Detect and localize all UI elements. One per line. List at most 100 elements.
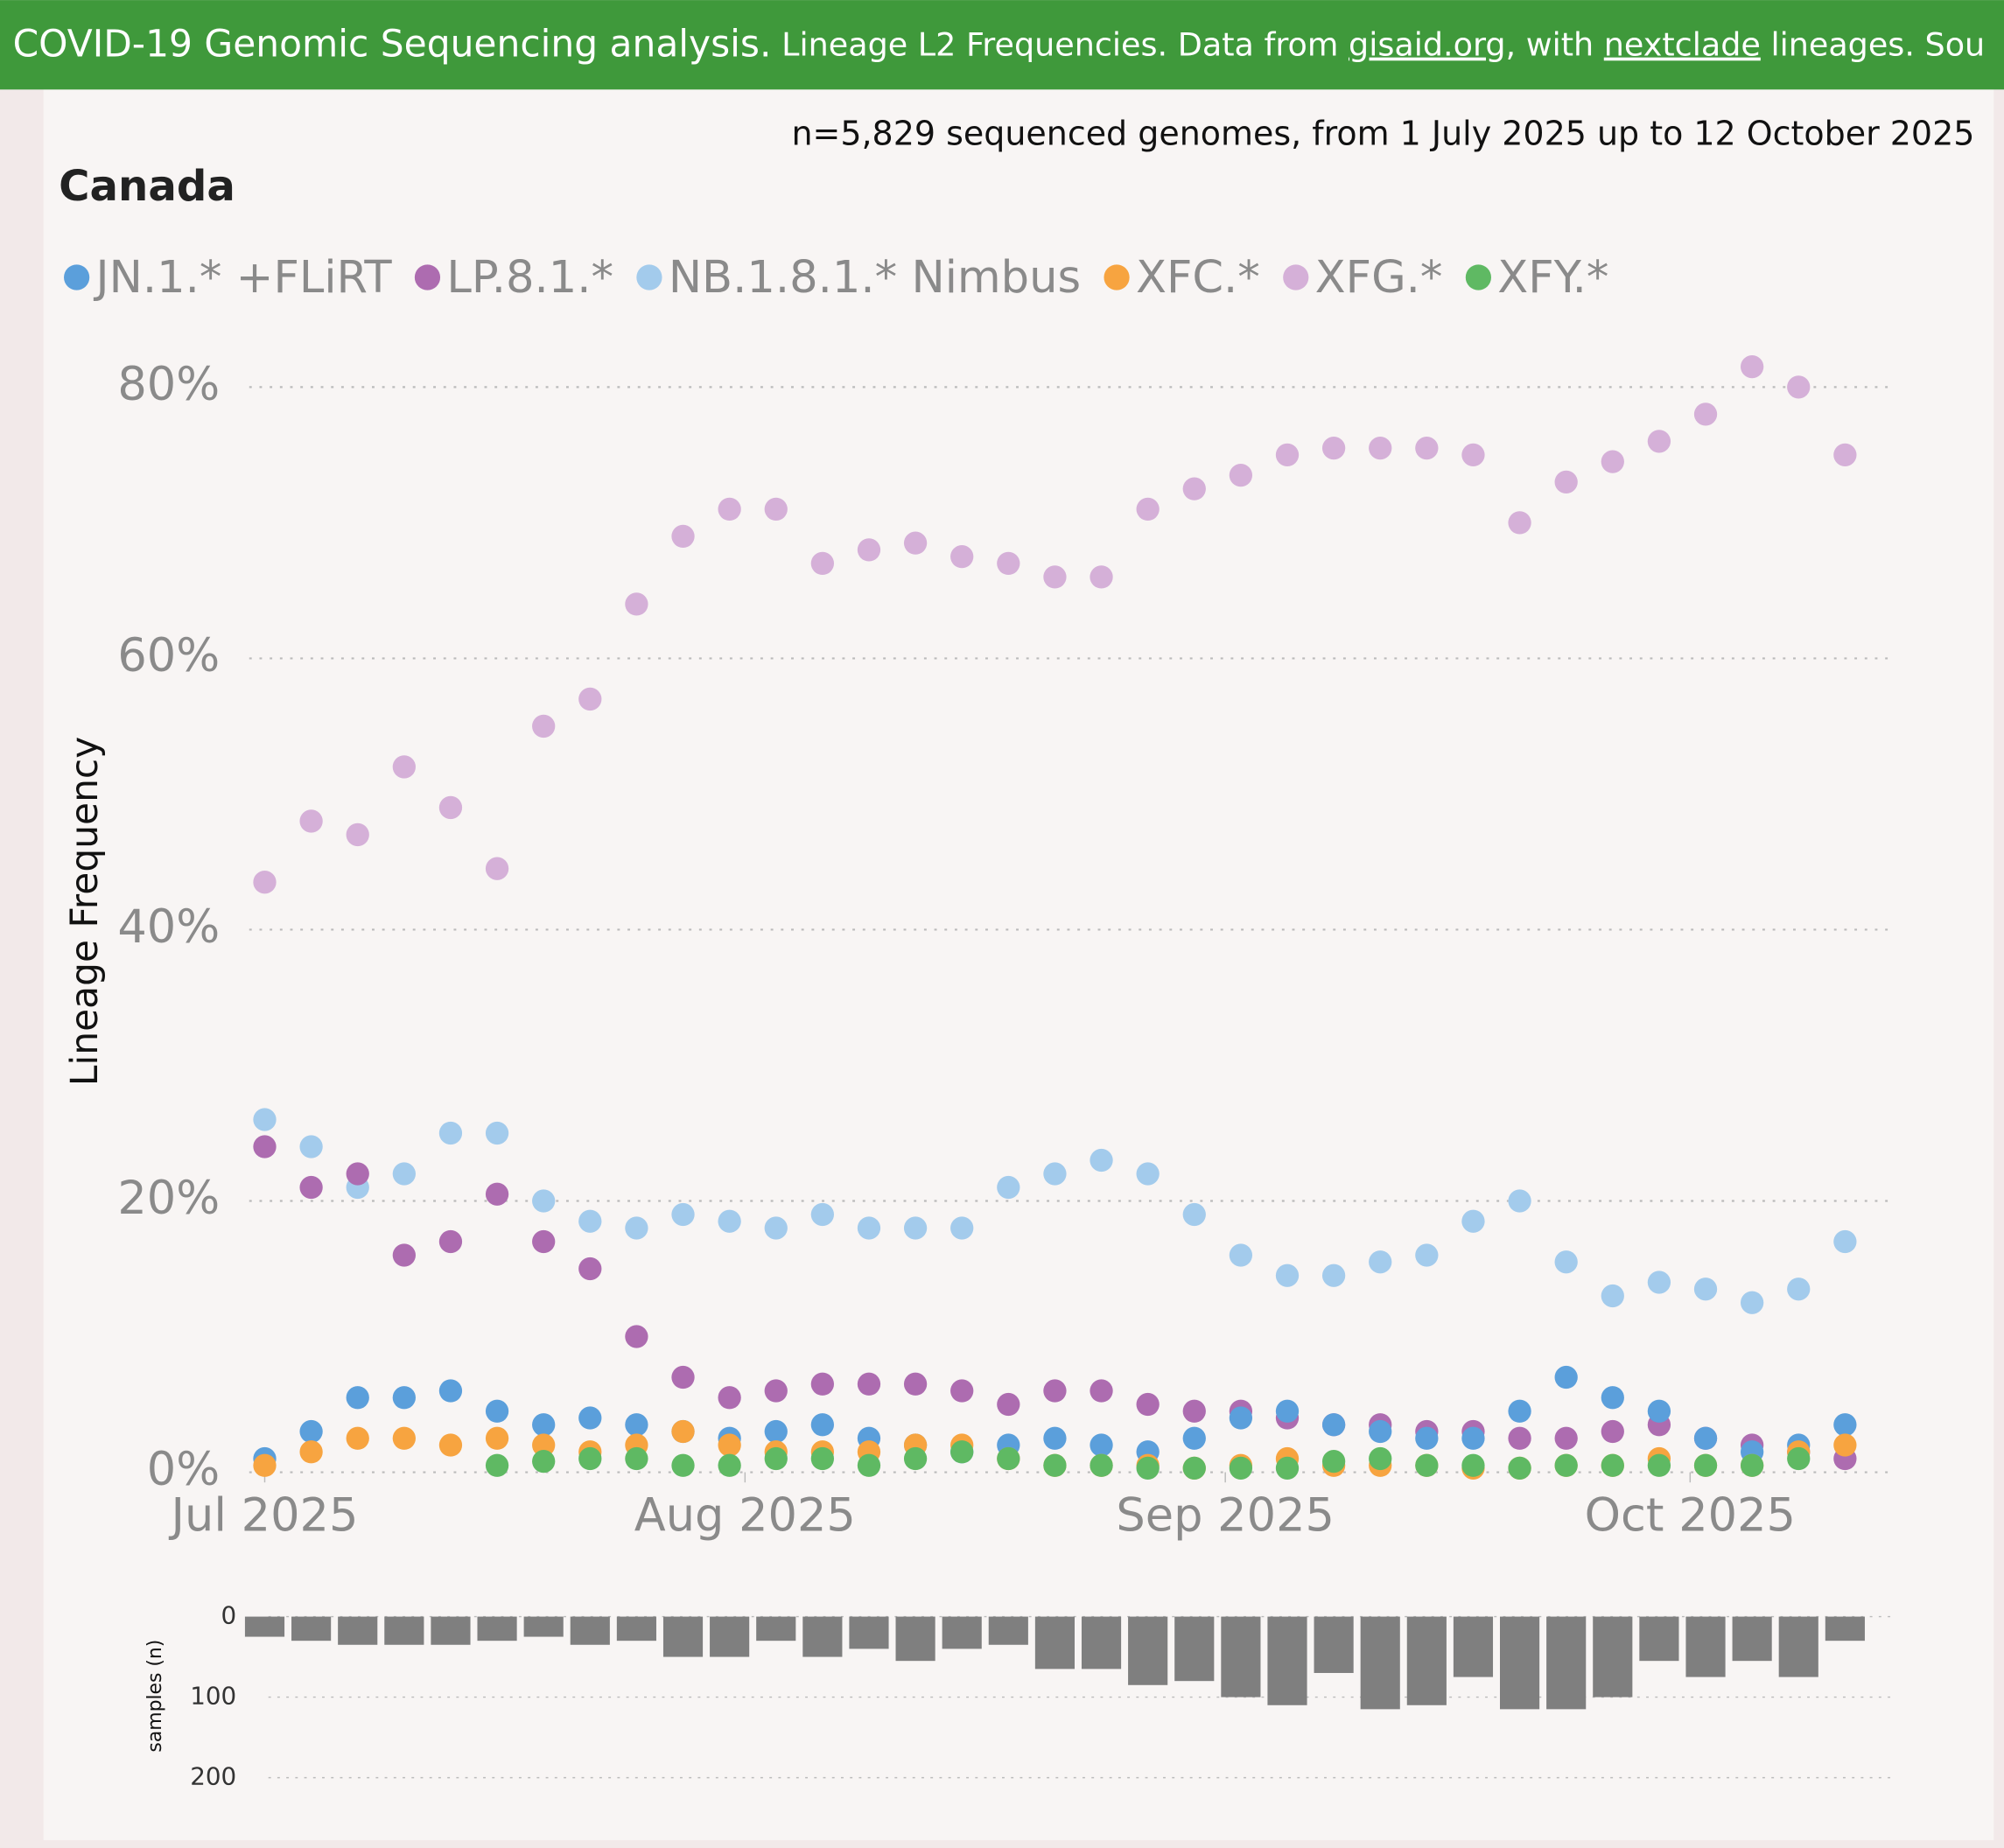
bar — [477, 1616, 517, 1642]
bar — [1732, 1616, 1772, 1662]
legend-label: XFC.* — [1136, 252, 1260, 304]
header-title: COVID-19 Genomic Sequencing analysis. — [13, 22, 772, 65]
y-tick-label: 80% — [117, 358, 220, 411]
bar — [942, 1616, 982, 1649]
data-point — [1554, 1426, 1578, 1450]
data-point — [810, 551, 835, 576]
data-point — [1182, 477, 1206, 500]
bar — [662, 1616, 704, 1657]
data-point — [1321, 436, 1346, 460]
bar — [1825, 1616, 1865, 1642]
legend-label: JN.1.* +FLiRT — [94, 252, 393, 304]
bar — [1267, 1616, 1307, 1705]
data-point — [764, 1419, 788, 1444]
data-point — [810, 1446, 835, 1471]
bar — [1778, 1616, 1818, 1677]
bar — [1499, 1616, 1540, 1710]
data-point — [532, 714, 556, 738]
data-point — [299, 809, 323, 833]
bar — [1360, 1616, 1400, 1710]
data-point — [1740, 1291, 1764, 1314]
data-point — [718, 1453, 741, 1477]
legend-marker — [636, 264, 662, 290]
data-point — [997, 1175, 1020, 1200]
data-point — [950, 1216, 974, 1240]
data-point — [253, 1453, 277, 1477]
data-point — [903, 1372, 928, 1396]
legend-marker — [1283, 264, 1309, 290]
data-point — [1275, 443, 1300, 467]
header-link[interactable]: gisaid.org — [1349, 25, 1505, 63]
bar — [523, 1616, 564, 1637]
data-point — [346, 1386, 369, 1410]
data-point — [1275, 1264, 1300, 1287]
x-tick-label: Jul 2025 — [169, 1489, 359, 1543]
data-point — [857, 538, 881, 562]
data-point — [1508, 1456, 1531, 1480]
bar — [1081, 1616, 1122, 1670]
data-point — [299, 1135, 323, 1158]
data-point — [392, 1386, 416, 1410]
header-link[interactable]: nextclade — [1604, 25, 1761, 63]
data-point — [1415, 1453, 1439, 1477]
data-point — [1508, 1399, 1531, 1423]
data-point — [1601, 1453, 1624, 1477]
data-point — [532, 1433, 556, 1457]
data-point — [903, 1216, 928, 1240]
data-point — [438, 1433, 463, 1457]
data-point — [625, 1446, 648, 1471]
data-point — [346, 1426, 369, 1450]
data-point — [578, 1406, 602, 1430]
data-point — [1647, 1270, 1671, 1294]
data-point — [1508, 1189, 1531, 1213]
data-point — [1647, 1399, 1671, 1423]
data-point — [1090, 565, 1113, 589]
subtitle: n=5,829 sequenced genomes, from 1 July 2… — [791, 114, 1974, 152]
data-point — [1043, 1453, 1067, 1477]
data-point — [1554, 1453, 1578, 1477]
data-point — [438, 1229, 463, 1254]
data-point — [625, 1413, 648, 1437]
data-point — [625, 1216, 648, 1240]
data-point — [1647, 430, 1671, 453]
data-point — [1369, 436, 1392, 460]
data-point — [392, 755, 416, 779]
data-point — [485, 1182, 509, 1206]
data-point — [392, 1243, 416, 1267]
data-point — [1508, 511, 1531, 535]
data-point — [1090, 1433, 1113, 1457]
data-point — [718, 497, 741, 522]
data-point — [1601, 1419, 1624, 1444]
data-point — [1182, 1426, 1206, 1450]
data-point — [1833, 1433, 1857, 1457]
chart-title: Canada — [59, 162, 235, 211]
bar — [1593, 1616, 1633, 1698]
data-point — [810, 1372, 835, 1396]
data-point — [1461, 1453, 1485, 1477]
data-point — [1182, 1399, 1206, 1423]
bar — [1034, 1616, 1076, 1670]
data-point — [625, 592, 648, 616]
data-point — [1229, 1406, 1253, 1430]
data-point — [485, 1426, 509, 1450]
legend-label: NB.1.8.1.* Nimbus — [669, 252, 1081, 304]
data-point — [532, 1413, 556, 1437]
data-point — [1554, 1365, 1578, 1390]
y-tick-label: 60% — [117, 629, 220, 682]
legend: JN.1.* +FLiRT LP.8.1.* NB.1.8.1.* Nimbus XF… — [64, 252, 1608, 304]
data-point — [1693, 1426, 1718, 1450]
data-point — [1740, 354, 1764, 379]
bar — [1314, 1616, 1354, 1673]
y-tick-label: 0% — [147, 1443, 220, 1496]
data-point — [764, 497, 788, 522]
header-part: , with — [1506, 25, 1604, 63]
data-point — [671, 1365, 695, 1390]
y-tick-label: 40% — [117, 900, 220, 954]
data-point — [578, 1209, 602, 1233]
data-point — [1415, 1426, 1439, 1450]
data-point — [578, 1256, 602, 1281]
y-axis-label: Lineage Frequency — [63, 737, 106, 1086]
data-point — [1136, 1162, 1160, 1186]
data-point — [1601, 450, 1624, 473]
data-point — [1182, 1456, 1206, 1480]
